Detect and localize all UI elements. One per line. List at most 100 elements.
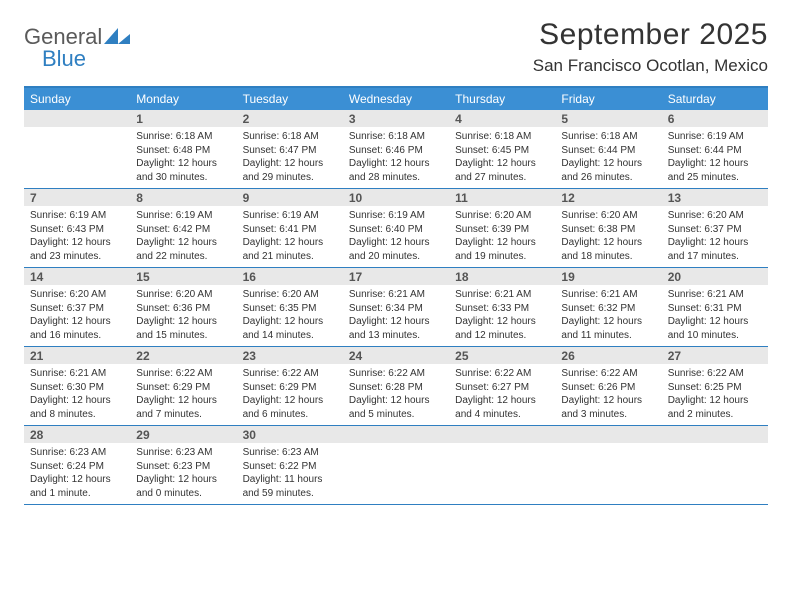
dow-sunday: Sunday [24, 88, 130, 110]
cell-body: Sunrise: 6:20 AMSunset: 6:38 PMDaylight:… [555, 206, 661, 267]
sunrise-text: Sunrise: 6:22 AM [561, 367, 655, 381]
day-number: 28 [24, 426, 130, 443]
calendar-cell: 27Sunrise: 6:22 AMSunset: 6:25 PMDayligh… [662, 347, 768, 425]
sunset-text: Sunset: 6:24 PM [30, 460, 124, 474]
daylight-text: Daylight: 12 hours and 28 minutes. [349, 157, 443, 184]
day-number [662, 426, 768, 443]
calendar-cell: 30Sunrise: 6:23 AMSunset: 6:22 PMDayligh… [237, 426, 343, 504]
sunrise-text: Sunrise: 6:19 AM [136, 209, 230, 223]
title-block: September 2025 San Francisco Ocotlan, Me… [533, 18, 768, 76]
sunrise-text: Sunrise: 6:20 AM [455, 209, 549, 223]
cell-body: Sunrise: 6:18 AMSunset: 6:44 PMDaylight:… [555, 127, 661, 188]
sunset-text: Sunset: 6:34 PM [349, 302, 443, 316]
calendar-cell [662, 426, 768, 504]
dow-friday: Friday [555, 88, 661, 110]
cell-body: Sunrise: 6:18 AMSunset: 6:46 PMDaylight:… [343, 127, 449, 188]
day-number: 23 [237, 347, 343, 364]
sunset-text: Sunset: 6:37 PM [30, 302, 124, 316]
dow-thursday: Thursday [449, 88, 555, 110]
sunset-text: Sunset: 6:48 PM [136, 144, 230, 158]
sunrise-text: Sunrise: 6:19 AM [349, 209, 443, 223]
sunrise-text: Sunrise: 6:18 AM [349, 130, 443, 144]
day-number: 11 [449, 189, 555, 206]
sunset-text: Sunset: 6:26 PM [561, 381, 655, 395]
sunset-text: Sunset: 6:39 PM [455, 223, 549, 237]
calendar-page: General Blue September 2025 San Francisc… [0, 0, 792, 505]
sunrise-text: Sunrise: 6:22 AM [668, 367, 762, 381]
cell-body: Sunrise: 6:19 AMSunset: 6:41 PMDaylight:… [237, 206, 343, 267]
sunrise-text: Sunrise: 6:18 AM [561, 130, 655, 144]
daylight-text: Daylight: 12 hours and 15 minutes. [136, 315, 230, 342]
day-number: 19 [555, 268, 661, 285]
location: San Francisco Ocotlan, Mexico [533, 56, 768, 76]
day-number [24, 110, 130, 127]
calendar-cell: 9Sunrise: 6:19 AMSunset: 6:41 PMDaylight… [237, 189, 343, 267]
calendar-cell: 24Sunrise: 6:22 AMSunset: 6:28 PMDayligh… [343, 347, 449, 425]
dow-monday: Monday [130, 88, 236, 110]
day-number: 10 [343, 189, 449, 206]
sunset-text: Sunset: 6:45 PM [455, 144, 549, 158]
sunrise-text: Sunrise: 6:21 AM [561, 288, 655, 302]
calendar-cell: 21Sunrise: 6:21 AMSunset: 6:30 PMDayligh… [24, 347, 130, 425]
sunset-text: Sunset: 6:30 PM [30, 381, 124, 395]
calendar-week: 28Sunrise: 6:23 AMSunset: 6:24 PMDayligh… [24, 426, 768, 505]
day-number: 7 [24, 189, 130, 206]
calendar-cell [555, 426, 661, 504]
calendar-cell: 19Sunrise: 6:21 AMSunset: 6:32 PMDayligh… [555, 268, 661, 346]
sunrise-text: Sunrise: 6:18 AM [136, 130, 230, 144]
calendar-cell: 20Sunrise: 6:21 AMSunset: 6:31 PMDayligh… [662, 268, 768, 346]
sunrise-text: Sunrise: 6:19 AM [668, 130, 762, 144]
cell-body: Sunrise: 6:21 AMSunset: 6:34 PMDaylight:… [343, 285, 449, 346]
sunrise-text: Sunrise: 6:20 AM [136, 288, 230, 302]
calendar-cell [343, 426, 449, 504]
day-number: 14 [24, 268, 130, 285]
calendar-cell: 7Sunrise: 6:19 AMSunset: 6:43 PMDaylight… [24, 189, 130, 267]
cell-body: Sunrise: 6:21 AMSunset: 6:30 PMDaylight:… [24, 364, 130, 425]
cell-body: Sunrise: 6:23 AMSunset: 6:24 PMDaylight:… [24, 443, 130, 504]
weeks-container: 1Sunrise: 6:18 AMSunset: 6:48 PMDaylight… [24, 110, 768, 505]
daylight-text: Daylight: 12 hours and 23 minutes. [30, 236, 124, 263]
cell-body: Sunrise: 6:19 AMSunset: 6:40 PMDaylight:… [343, 206, 449, 267]
cell-body: Sunrise: 6:21 AMSunset: 6:31 PMDaylight:… [662, 285, 768, 346]
day-number: 9 [237, 189, 343, 206]
calendar-cell: 5Sunrise: 6:18 AMSunset: 6:44 PMDaylight… [555, 110, 661, 188]
calendar-cell: 25Sunrise: 6:22 AMSunset: 6:27 PMDayligh… [449, 347, 555, 425]
sunrise-text: Sunrise: 6:22 AM [243, 367, 337, 381]
daylight-text: Daylight: 12 hours and 20 minutes. [349, 236, 443, 263]
day-number: 20 [662, 268, 768, 285]
day-number: 8 [130, 189, 236, 206]
cell-body: Sunrise: 6:19 AMSunset: 6:44 PMDaylight:… [662, 127, 768, 188]
sunrise-text: Sunrise: 6:18 AM [243, 130, 337, 144]
sunset-text: Sunset: 6:32 PM [561, 302, 655, 316]
dow-row: Sunday Monday Tuesday Wednesday Thursday… [24, 88, 768, 110]
daylight-text: Daylight: 12 hours and 6 minutes. [243, 394, 337, 421]
day-number: 15 [130, 268, 236, 285]
cell-body: Sunrise: 6:22 AMSunset: 6:29 PMDaylight:… [130, 364, 236, 425]
cell-body: Sunrise: 6:23 AMSunset: 6:23 PMDaylight:… [130, 443, 236, 504]
cell-body: Sunrise: 6:18 AMSunset: 6:47 PMDaylight:… [237, 127, 343, 188]
logo-text-blue: Blue [42, 46, 130, 72]
calendar-cell: 29Sunrise: 6:23 AMSunset: 6:23 PMDayligh… [130, 426, 236, 504]
sunset-text: Sunset: 6:22 PM [243, 460, 337, 474]
daylight-text: Daylight: 12 hours and 29 minutes. [243, 157, 337, 184]
cell-body: Sunrise: 6:21 AMSunset: 6:33 PMDaylight:… [449, 285, 555, 346]
sunrise-text: Sunrise: 6:20 AM [561, 209, 655, 223]
sunset-text: Sunset: 6:44 PM [561, 144, 655, 158]
cell-body: Sunrise: 6:19 AMSunset: 6:43 PMDaylight:… [24, 206, 130, 267]
day-number: 6 [662, 110, 768, 127]
calendar-cell: 1Sunrise: 6:18 AMSunset: 6:48 PMDaylight… [130, 110, 236, 188]
daylight-text: Daylight: 12 hours and 10 minutes. [668, 315, 762, 342]
cell-body: Sunrise: 6:18 AMSunset: 6:45 PMDaylight:… [449, 127, 555, 188]
calendar-cell: 15Sunrise: 6:20 AMSunset: 6:36 PMDayligh… [130, 268, 236, 346]
sunrise-text: Sunrise: 6:21 AM [455, 288, 549, 302]
day-number: 12 [555, 189, 661, 206]
day-number: 13 [662, 189, 768, 206]
sunset-text: Sunset: 6:44 PM [668, 144, 762, 158]
sunrise-text: Sunrise: 6:22 AM [349, 367, 443, 381]
calendar-cell: 8Sunrise: 6:19 AMSunset: 6:42 PMDaylight… [130, 189, 236, 267]
daylight-text: Daylight: 12 hours and 25 minutes. [668, 157, 762, 184]
cell-body: Sunrise: 6:20 AMSunset: 6:36 PMDaylight:… [130, 285, 236, 346]
sunrise-text: Sunrise: 6:23 AM [243, 446, 337, 460]
calendar-cell: 10Sunrise: 6:19 AMSunset: 6:40 PMDayligh… [343, 189, 449, 267]
month-title: September 2025 [533, 18, 768, 52]
